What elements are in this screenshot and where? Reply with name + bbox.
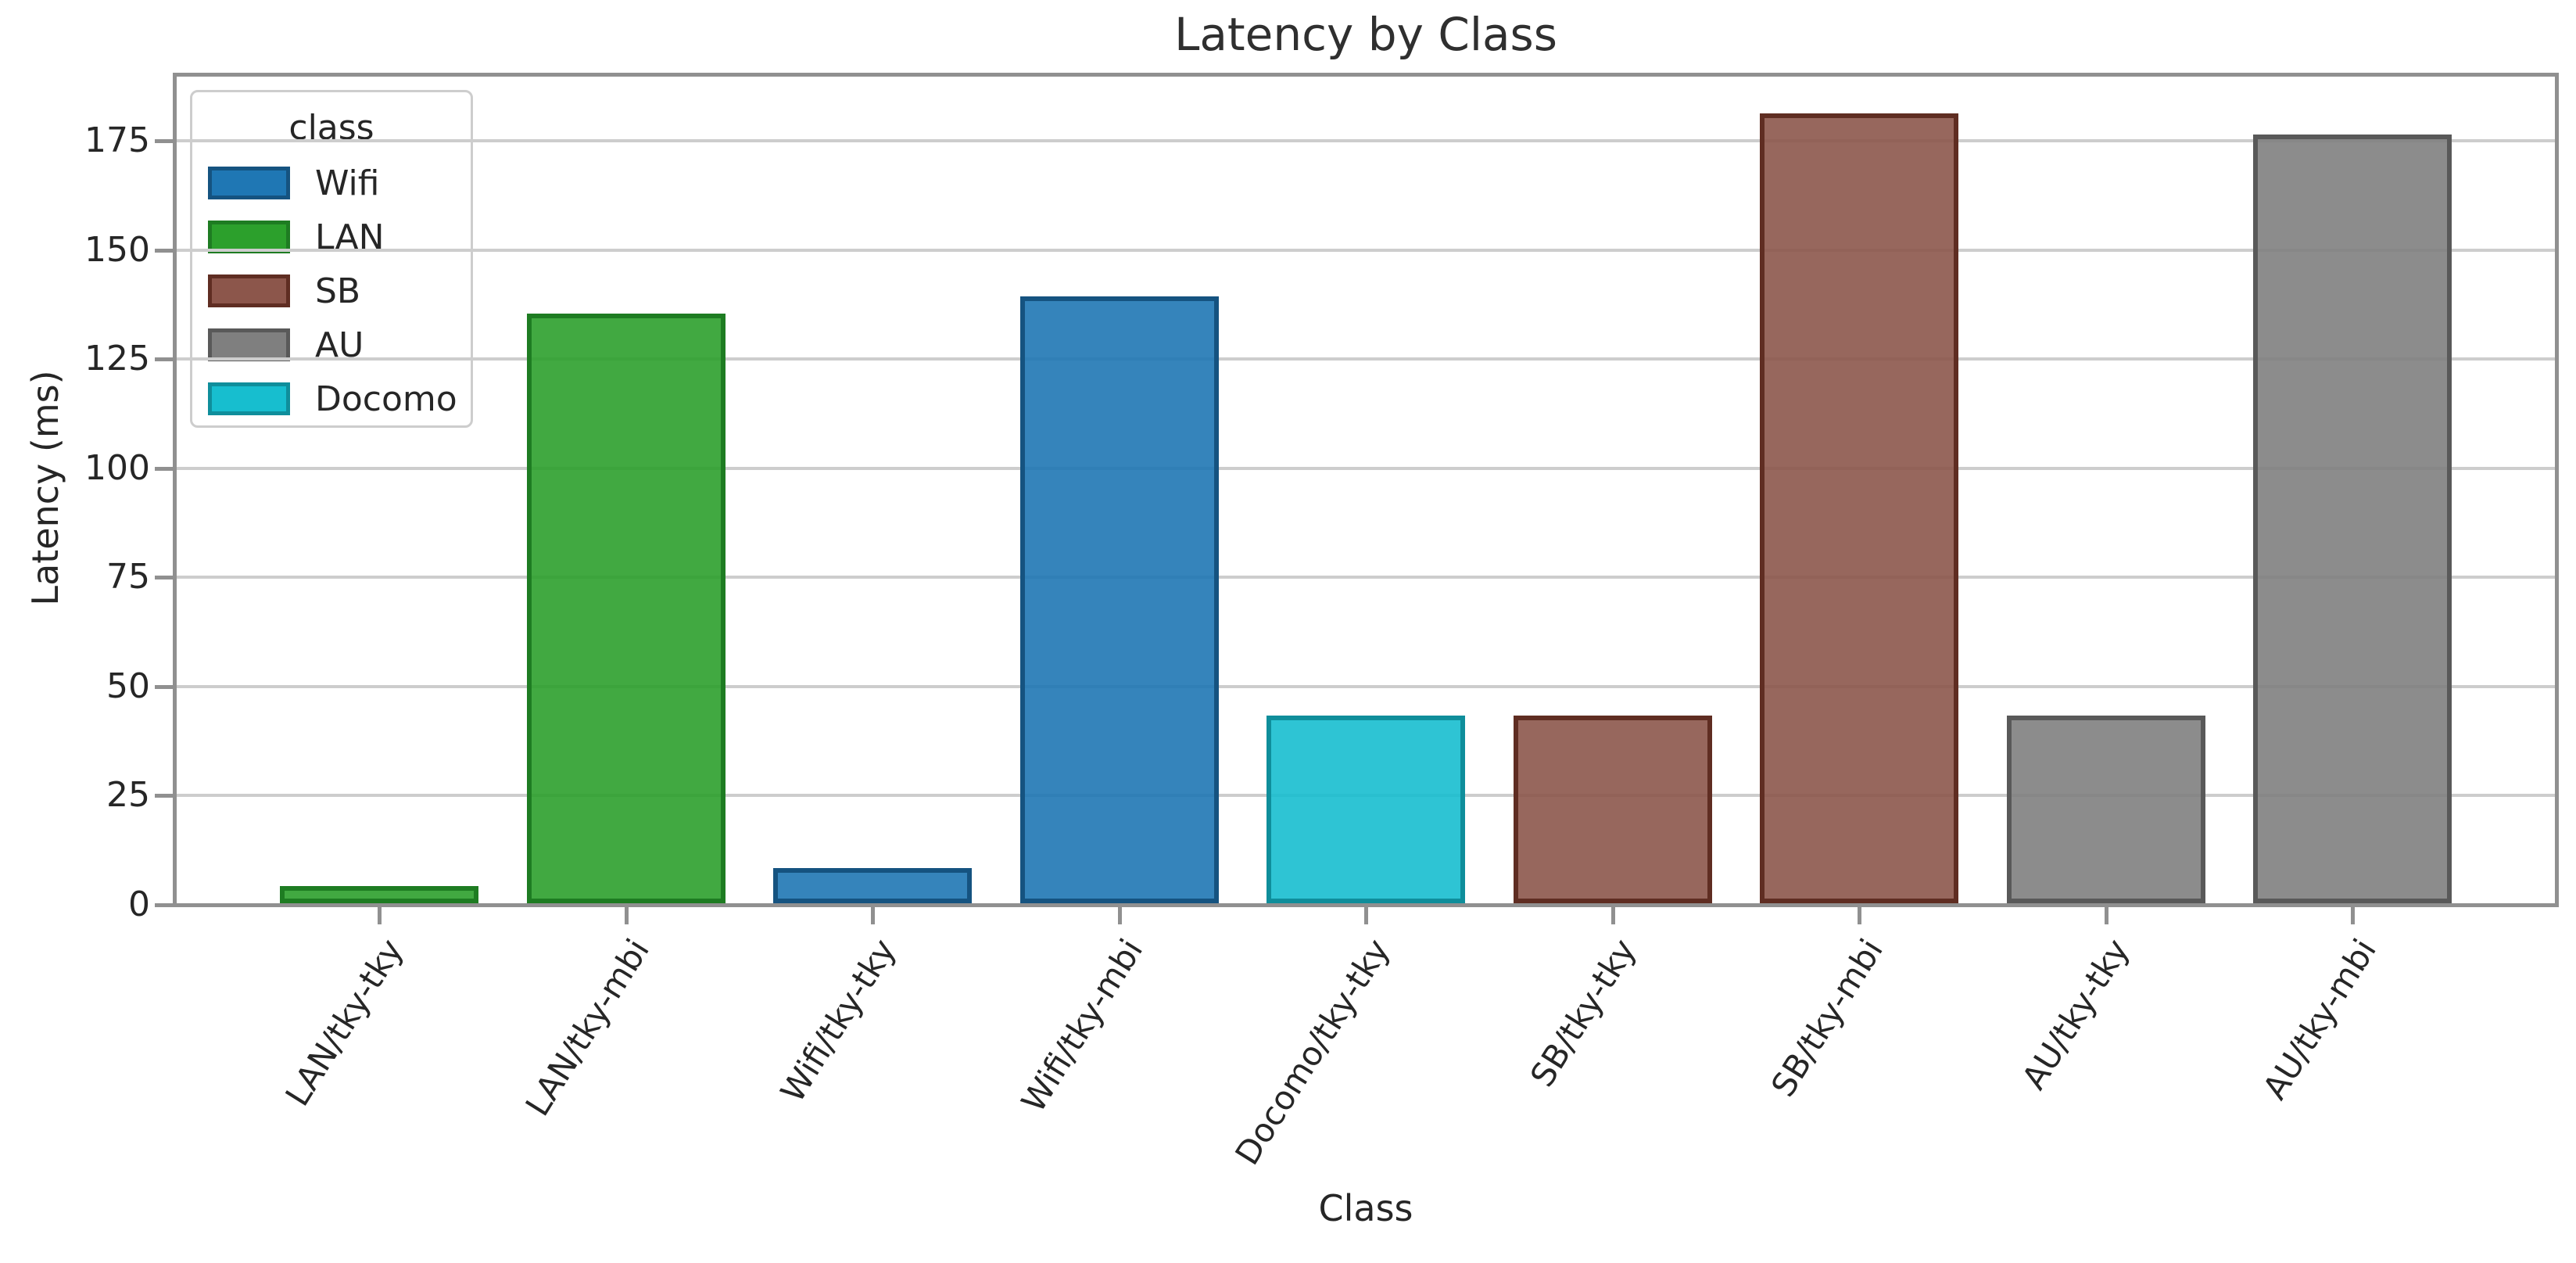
legend-swatch-icon — [208, 382, 290, 415]
bar-2-LAN — [526, 314, 726, 903]
bar-6-SB — [1513, 715, 1712, 903]
gridline-150 — [177, 248, 2555, 252]
y-tick-50 — [155, 684, 173, 689]
bar-1-LAN — [280, 885, 478, 903]
x-tick-7 — [2104, 907, 2108, 924]
y-tick-125 — [155, 357, 173, 362]
right-spine — [2555, 73, 2559, 907]
x-axis-label: Class — [1318, 1187, 1413, 1229]
x-tick-label: AU/tky-tky — [2014, 932, 2137, 1096]
x-tick-label: SB/tky-mbi — [1763, 932, 1890, 1103]
y-tick-75 — [155, 576, 173, 580]
x-tick-4 — [1364, 907, 1368, 924]
bar-7-SB — [1760, 113, 1958, 903]
y-tick-label-50: 50 — [106, 666, 150, 706]
legend-swatch-icon — [208, 167, 290, 199]
legend-swatch-icon — [208, 274, 290, 307]
x-tick-1 — [624, 907, 629, 924]
y-tick-175 — [155, 139, 173, 143]
bar-5-Docomo — [1267, 715, 1465, 903]
gridline-125 — [177, 357, 2555, 361]
legend: class Wifi LAN SB AU Docomo — [190, 90, 473, 428]
x-tick-6 — [1858, 907, 1861, 924]
y-tick-150 — [155, 248, 173, 253]
legend-swatch-icon — [208, 328, 290, 361]
legend-entry-label: Wifi — [315, 163, 380, 203]
legend-entry-label: SB — [315, 271, 361, 311]
gridline-175 — [177, 139, 2555, 142]
x-tick-0 — [378, 907, 382, 924]
y-tick-0 — [155, 903, 173, 907]
legend-entry-AU: AU — [192, 325, 471, 365]
gridline-100 — [177, 466, 2555, 470]
legend-rows: Wifi LAN SB AU Docomo — [192, 163, 471, 419]
x-tick-label: Docomo/tky-tky — [1227, 932, 1397, 1172]
y-tick-label-175: 175 — [84, 120, 150, 160]
y-tick-label-100: 100 — [84, 447, 150, 488]
bar-3-Wifi — [773, 868, 972, 903]
legend-entry-label: Docomo — [315, 379, 457, 419]
x-tick-label: SB/tky-tky — [1522, 932, 1644, 1094]
legend-entry-SB: SB — [192, 271, 471, 311]
y-tick-label-0: 0 — [128, 884, 150, 924]
legend-entry-Docomo: Docomo — [192, 379, 471, 419]
y-tick-label-125: 125 — [84, 339, 150, 379]
bar-8-AU — [2006, 715, 2205, 903]
bar-4-Wifi — [1019, 296, 1219, 903]
legend-entry-Wifi: Wifi — [192, 163, 471, 203]
y-tick-label-25: 25 — [106, 775, 150, 816]
x-tick-8 — [2351, 907, 2355, 924]
gridline-75 — [177, 576, 2555, 579]
top-spine — [173, 73, 2559, 77]
x-tick-label: LAN/tky-mbi — [518, 932, 657, 1123]
x-tick-label: Wifi/tky-mbi — [1013, 932, 1151, 1119]
y-tick-label-150: 150 — [84, 229, 150, 270]
x-tick-2 — [871, 907, 875, 924]
y-tick-25 — [155, 794, 173, 798]
bottom-spine — [173, 903, 2559, 907]
y-tick-label-75: 75 — [106, 557, 150, 597]
x-tick-3 — [1117, 907, 1122, 924]
bar-9-AU — [2253, 135, 2452, 903]
y-tick-100 — [155, 466, 173, 471]
gridline-50 — [177, 684, 2555, 688]
x-tick-label: LAN/tky-tky — [278, 932, 410, 1113]
left-spine — [173, 73, 177, 907]
x-tick-label: AU/tky-mbi — [2255, 932, 2384, 1107]
x-tick-label: Wifi/tky-tky — [773, 932, 904, 1109]
x-tick-5 — [1610, 907, 1615, 924]
chart-title: Latency by Class — [1174, 8, 1557, 61]
